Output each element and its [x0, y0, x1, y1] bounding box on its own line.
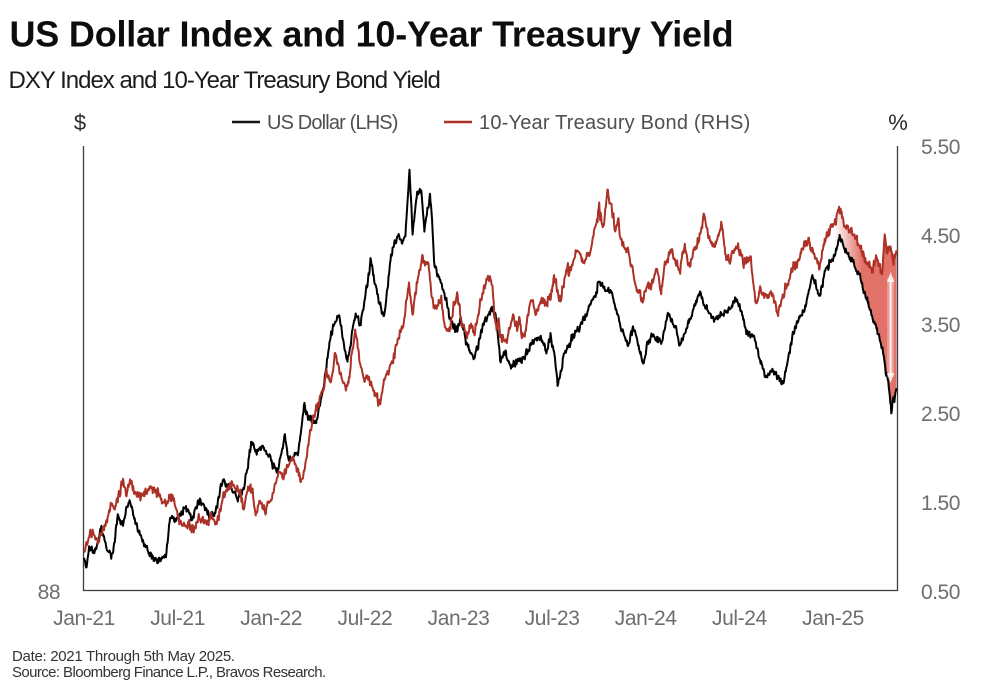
- svg-text:$: $: [74, 110, 86, 135]
- svg-text:DXY Index and 10-Year Treasury: DXY Index and 10-Year Treasury Bond Yiel…: [9, 67, 440, 94]
- svg-text:Jan-21: Jan-21: [53, 607, 115, 630]
- svg-text:US Dollar (LHS): US Dollar (LHS): [267, 112, 398, 134]
- svg-text:4.50: 4.50: [921, 225, 960, 248]
- svg-text:%: %: [888, 110, 908, 135]
- svg-text:Jul-23: Jul-23: [525, 607, 580, 630]
- svg-text:2.50: 2.50: [921, 403, 960, 426]
- svg-text:Source: Bloomberg Finance L.P.: Source: Bloomberg Finance L.P., Bravos R…: [12, 664, 326, 681]
- svg-text:0.50: 0.50: [921, 581, 960, 604]
- svg-text:88: 88: [38, 581, 60, 604]
- svg-text:US Dollar Index and 10-Year Tr: US Dollar Index and 10-Year Treasury Yie…: [10, 14, 734, 55]
- svg-text:Jan-23: Jan-23: [428, 607, 490, 630]
- svg-text:Date: 2021 Through 5th May 202: Date: 2021 Through 5th May 2025.: [12, 648, 235, 665]
- svg-text:Jul-22: Jul-22: [338, 607, 393, 630]
- svg-text:Jul-21: Jul-21: [150, 607, 205, 630]
- svg-text:5.50: 5.50: [921, 136, 960, 159]
- svg-text:Jan-25: Jan-25: [802, 607, 864, 630]
- svg-text:1.50: 1.50: [921, 492, 960, 515]
- svg-text:3.50: 3.50: [921, 314, 960, 337]
- svg-text:Jan-24: Jan-24: [615, 607, 678, 630]
- svg-text:Jul-24: Jul-24: [712, 607, 768, 630]
- svg-text:Jan-22: Jan-22: [240, 607, 302, 630]
- svg-text:10-Year Treasury Bond (RHS): 10-Year Treasury Bond (RHS): [479, 112, 750, 134]
